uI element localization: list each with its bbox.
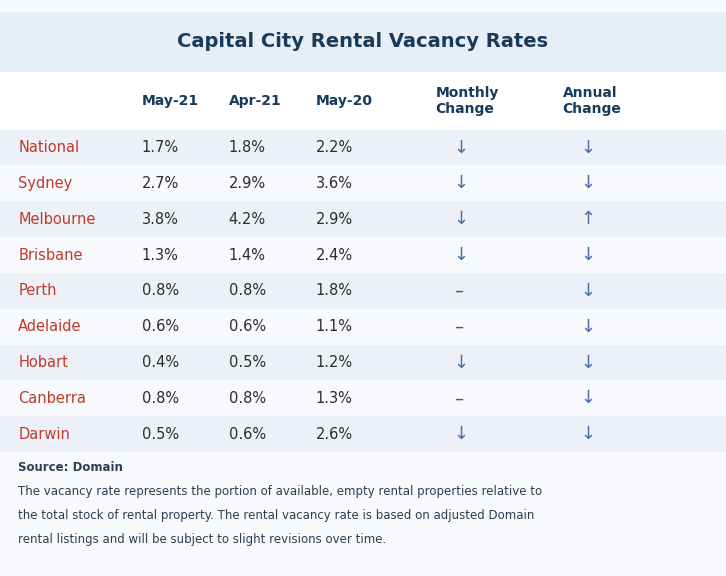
Text: ↓: ↓	[454, 425, 469, 444]
Text: 3.8%: 3.8%	[142, 212, 179, 227]
Text: 2.2%: 2.2%	[316, 140, 353, 155]
FancyBboxPatch shape	[0, 273, 726, 309]
Text: Monthly
Change: Monthly Change	[436, 86, 499, 116]
FancyBboxPatch shape	[0, 452, 726, 576]
FancyBboxPatch shape	[0, 72, 726, 130]
Text: ↓: ↓	[454, 210, 469, 228]
Text: the total stock of rental property. The rental vacancy rate is based on adjusted: the total stock of rental property. The …	[18, 509, 534, 522]
Text: Melbourne: Melbourne	[18, 212, 96, 227]
Text: ↓: ↓	[581, 138, 596, 157]
Text: 1.4%: 1.4%	[229, 248, 266, 263]
Text: ↓: ↓	[581, 282, 596, 300]
Text: Brisbane: Brisbane	[18, 248, 83, 263]
Text: 1.1%: 1.1%	[316, 319, 353, 334]
FancyBboxPatch shape	[0, 237, 726, 273]
Text: 0.4%: 0.4%	[142, 355, 179, 370]
FancyBboxPatch shape	[0, 344, 726, 381]
Text: 1.3%: 1.3%	[142, 248, 179, 263]
Text: 0.8%: 0.8%	[229, 391, 266, 406]
Text: Source: Domain: Source: Domain	[18, 461, 123, 474]
Text: ↓: ↓	[581, 246, 596, 264]
FancyBboxPatch shape	[0, 416, 726, 452]
Text: Adelaide: Adelaide	[18, 319, 81, 334]
FancyBboxPatch shape	[0, 381, 726, 416]
Text: ↓: ↓	[581, 318, 596, 336]
Text: 2.6%: 2.6%	[316, 427, 353, 442]
Text: 1.2%: 1.2%	[316, 355, 353, 370]
Text: Apr-21: Apr-21	[229, 94, 282, 108]
Text: Darwin: Darwin	[18, 427, 70, 442]
Text: 2.4%: 2.4%	[316, 248, 353, 263]
Text: 0.5%: 0.5%	[229, 355, 266, 370]
Text: 1.8%: 1.8%	[229, 140, 266, 155]
Text: 0.8%: 0.8%	[229, 283, 266, 298]
Text: 2.9%: 2.9%	[229, 176, 266, 191]
Text: 0.6%: 0.6%	[229, 427, 266, 442]
Text: May-20: May-20	[316, 94, 373, 108]
Text: rental listings and will be subject to slight revisions over time.: rental listings and will be subject to s…	[18, 533, 386, 547]
FancyBboxPatch shape	[0, 201, 726, 237]
Text: ↓: ↓	[454, 246, 469, 264]
Text: The vacancy rate represents the portion of available, empty rental properties re: The vacancy rate represents the portion …	[18, 485, 542, 498]
Text: ↓: ↓	[581, 354, 596, 372]
Text: 0.6%: 0.6%	[142, 319, 179, 334]
Text: 2.7%: 2.7%	[142, 176, 179, 191]
Text: ↑: ↑	[581, 210, 596, 228]
Text: Hobart: Hobart	[18, 355, 68, 370]
FancyBboxPatch shape	[0, 309, 726, 344]
Text: Sydney: Sydney	[18, 176, 73, 191]
FancyBboxPatch shape	[0, 12, 726, 72]
Text: –: –	[454, 282, 462, 300]
Text: ↓: ↓	[454, 175, 469, 192]
Text: ↓: ↓	[454, 138, 469, 157]
Text: 4.2%: 4.2%	[229, 212, 266, 227]
Text: –: –	[454, 389, 462, 407]
Text: 0.5%: 0.5%	[142, 427, 179, 442]
Text: 1.7%: 1.7%	[142, 140, 179, 155]
Text: Annual
Change: Annual Change	[563, 86, 621, 116]
Text: –: –	[454, 318, 462, 336]
Text: Capital City Rental Vacancy Rates: Capital City Rental Vacancy Rates	[177, 32, 549, 51]
Text: ↓: ↓	[454, 354, 469, 372]
Text: National: National	[18, 140, 79, 155]
Text: Perth: Perth	[18, 283, 57, 298]
Text: 0.6%: 0.6%	[229, 319, 266, 334]
Text: ↓: ↓	[581, 175, 596, 192]
Text: 1.8%: 1.8%	[316, 283, 353, 298]
Text: 1.3%: 1.3%	[316, 391, 353, 406]
Text: 3.6%: 3.6%	[316, 176, 353, 191]
Text: 2.9%: 2.9%	[316, 212, 353, 227]
FancyBboxPatch shape	[0, 165, 726, 201]
Text: ↓: ↓	[581, 389, 596, 407]
Text: 0.8%: 0.8%	[142, 283, 179, 298]
Text: 0.8%: 0.8%	[142, 391, 179, 406]
Text: ↓: ↓	[581, 425, 596, 444]
Text: Canberra: Canberra	[18, 391, 86, 406]
Text: May-21: May-21	[142, 94, 199, 108]
FancyBboxPatch shape	[0, 130, 726, 165]
